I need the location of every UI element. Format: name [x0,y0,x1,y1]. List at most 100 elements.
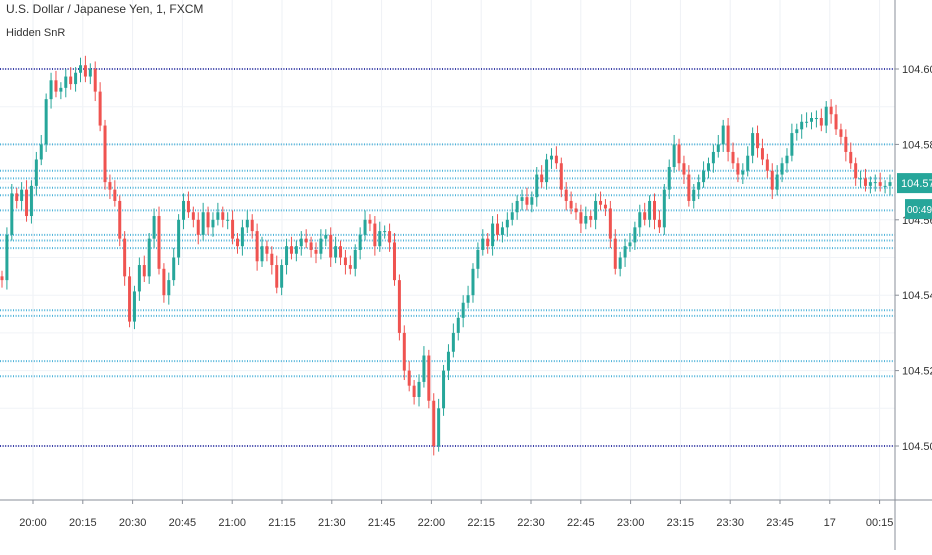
candle-body [211,219,215,228]
candle-body [59,87,63,92]
candle-body [78,65,82,73]
chart-legend: U.S. Dollar / Japanese Yen, 1, FXCM Hidd… [6,2,203,42]
price-axis-panel [895,0,932,550]
price-tick-label: 104.520 [902,366,932,378]
candle-body [289,246,293,254]
candle-body [765,159,769,171]
candle-body [83,65,87,77]
candle-body [402,332,406,371]
candle-body [829,106,833,115]
candle-body [343,257,347,266]
candle-body [128,276,132,322]
candle-body [878,182,882,186]
candle-body [628,242,632,247]
candle-body [29,185,33,217]
candle-body [88,69,92,77]
candle-body [711,151,715,164]
price-tick-label: 104.580 [902,139,932,151]
candle-body [800,121,804,130]
candle-body [157,216,161,269]
candle-body [824,106,828,126]
candle-body [54,80,58,92]
candle-body [692,189,696,201]
candle-body [201,212,205,235]
candle-body [873,182,877,184]
candle-body [5,234,9,281]
candle-body [44,99,48,145]
candle-body [437,408,441,446]
candle-body [186,200,190,213]
candle-body [132,291,136,322]
candle-body [275,265,279,288]
candle-body [392,242,396,281]
time-tick-label: 20:30 [119,517,147,529]
candle-body [221,212,225,220]
candle-body [608,208,612,239]
candle-body [113,189,117,201]
candle-body [334,246,338,258]
candle-body [505,219,509,228]
time-tick-label: 23:45 [766,517,794,529]
candle-body [294,246,298,254]
candle-body [123,238,127,277]
candle-body [716,144,720,152]
candle-body [491,223,495,247]
candle-body [260,246,264,262]
candle-body [348,265,352,269]
candle-body [530,197,534,205]
candle-body [662,189,666,228]
candle-body [216,212,220,220]
indicator-name: Hidden SnR [6,27,66,39]
candle-body [667,167,671,190]
time-tick-label: 22:15 [467,517,495,529]
candle-body [319,238,323,254]
candle-body [407,370,411,386]
candle-body [476,249,480,269]
candle-body [363,219,367,235]
candle-body [255,231,259,262]
candle-body [265,246,269,254]
candle-body [657,219,661,228]
candle-body [805,121,809,123]
candle-body [589,216,593,220]
candle-body [373,223,377,247]
candle-body [638,212,642,228]
candle-body [859,178,863,180]
candle-body [584,216,588,224]
time-tick-label: 22:00 [418,517,446,529]
time-tick-label: 00:15 [866,517,894,529]
candle-body [329,234,333,258]
candle-body [687,174,691,201]
time-tick-label: 20:45 [169,517,197,529]
candle-body [844,136,848,152]
candle-body [756,133,760,149]
candle-body [545,159,549,183]
candle-body [383,231,387,233]
candle-body [93,69,97,92]
candle-body [603,204,607,209]
price-tick-label: 104.540 [902,290,932,302]
candle-body [20,189,24,201]
candle-body [706,163,710,171]
candle-body [412,385,416,397]
time-tick-label: 22:45 [567,517,595,529]
candle-body [525,197,529,205]
chart-title: U.S. Dollar / Japanese Yen, 1, FXCM [6,2,204,16]
candle-body [760,148,764,160]
candle-body [751,133,755,156]
candle-body [456,317,460,333]
candle-body [118,200,122,239]
candle-body [486,238,490,247]
candle-body [285,246,289,266]
candle-body [731,151,735,164]
time-tick-label: 21:15 [268,517,296,529]
candle-body [569,200,573,209]
candle-body [324,234,328,239]
candle-body [736,163,740,175]
candle-body [746,155,750,171]
candle-body [108,182,112,190]
candle-body [142,265,146,277]
